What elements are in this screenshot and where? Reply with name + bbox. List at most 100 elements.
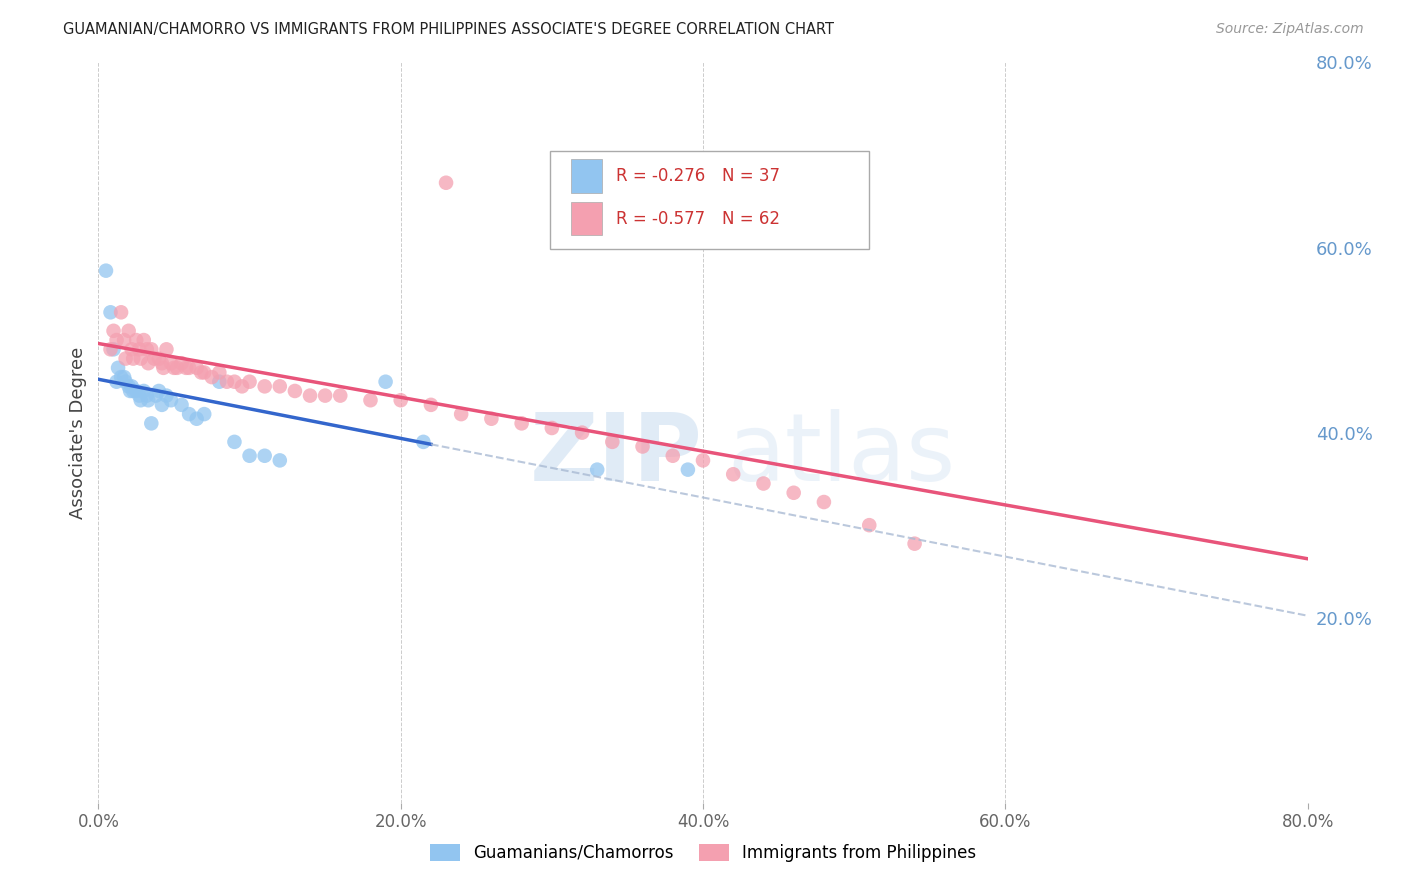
Point (314, 388, 336, 402)
Point (125, 384, 148, 398)
Point (179, 360, 201, 375)
Point (201, 370, 224, 384)
Point (239, 375, 262, 389)
Point (120, 384, 142, 398)
Point (100, 343, 122, 357)
Point (186, 411, 208, 425)
Point (129, 393, 152, 408)
Point (193, 366, 215, 380)
Point (110, 370, 132, 384)
Point (299, 388, 322, 402)
Point (129, 351, 152, 366)
Point (224, 375, 246, 389)
Point (360, 393, 382, 408)
Text: R = -0.276: R = -0.276 (616, 167, 706, 185)
Point (676, 462, 699, 476)
Text: Source: ZipAtlas.com: Source: ZipAtlas.com (1216, 22, 1364, 37)
Point (481, 411, 503, 425)
Point (105, 333, 128, 347)
Text: atlas: atlas (727, 409, 956, 500)
Point (510, 417, 533, 431)
Point (136, 356, 159, 370)
Point (105, 375, 128, 389)
Point (122, 384, 145, 398)
Point (269, 379, 291, 393)
Point (586, 462, 609, 476)
Point (141, 417, 163, 431)
Point (858, 518, 880, 533)
Point (661, 449, 683, 463)
Point (114, 351, 136, 366)
Point (783, 485, 806, 500)
Point (103, 343, 125, 357)
Point (107, 360, 129, 375)
Text: N = 37: N = 37 (721, 167, 780, 185)
Point (135, 343, 157, 357)
Legend: Guamanians/Chamorros, Immigrants from Philippines: Guamanians/Chamorros, Immigrants from Ph… (423, 837, 983, 869)
Point (132, 384, 155, 398)
Point (723, 467, 745, 482)
Point (121, 343, 143, 357)
Point (170, 398, 193, 412)
Y-axis label: Associate's Degree: Associate's Degree (69, 346, 87, 519)
Point (112, 370, 135, 384)
Point (148, 351, 170, 366)
Point (125, 333, 148, 347)
Point (174, 360, 197, 375)
Point (128, 343, 150, 357)
Point (103, 324, 125, 338)
Point (239, 449, 262, 463)
Point (112, 333, 135, 347)
Point (193, 407, 215, 421)
Text: ZIP: ZIP (530, 409, 703, 500)
Point (170, 356, 193, 370)
Point (128, 388, 150, 402)
Point (122, 351, 145, 366)
Point (752, 476, 775, 491)
Point (150, 398, 173, 412)
Point (676, 222, 699, 236)
Point (329, 388, 352, 402)
Point (215, 375, 238, 389)
Point (231, 379, 253, 393)
Point (143, 351, 166, 366)
Point (110, 305, 132, 319)
Point (160, 393, 183, 408)
Point (150, 356, 173, 370)
Point (145, 388, 167, 402)
Point (450, 407, 472, 421)
Point (94, 263, 117, 277)
Point (163, 360, 186, 375)
Point (208, 375, 231, 389)
Point (389, 393, 412, 408)
Point (141, 343, 163, 357)
Point (118, 324, 141, 338)
Point (155, 343, 177, 357)
Text: N = 62: N = 62 (721, 210, 780, 227)
Point (602, 434, 624, 449)
Point (904, 536, 927, 550)
Point (692, 453, 714, 467)
Point (136, 393, 159, 408)
Point (179, 407, 201, 421)
Point (434, 176, 457, 190)
Point (166, 360, 188, 375)
Point (253, 449, 276, 463)
Point (190, 366, 212, 380)
Point (148, 384, 170, 398)
Point (186, 360, 208, 375)
Point (100, 305, 122, 319)
Point (155, 388, 177, 402)
Point (224, 434, 246, 449)
Point (412, 434, 434, 449)
Text: GUAMANIAN/CHAMORRO VS IMMIGRANTS FROM PHILIPPINES ASSOCIATE'S DEGREE CORRELATION: GUAMANIAN/CHAMORRO VS IMMIGRANTS FROM PH… (63, 22, 834, 37)
Point (631, 440, 654, 454)
Point (208, 366, 231, 380)
Point (571, 425, 593, 440)
Point (253, 379, 276, 393)
Point (152, 360, 174, 375)
Point (135, 388, 157, 402)
Point (540, 421, 562, 435)
Point (269, 453, 291, 467)
Point (118, 379, 141, 393)
